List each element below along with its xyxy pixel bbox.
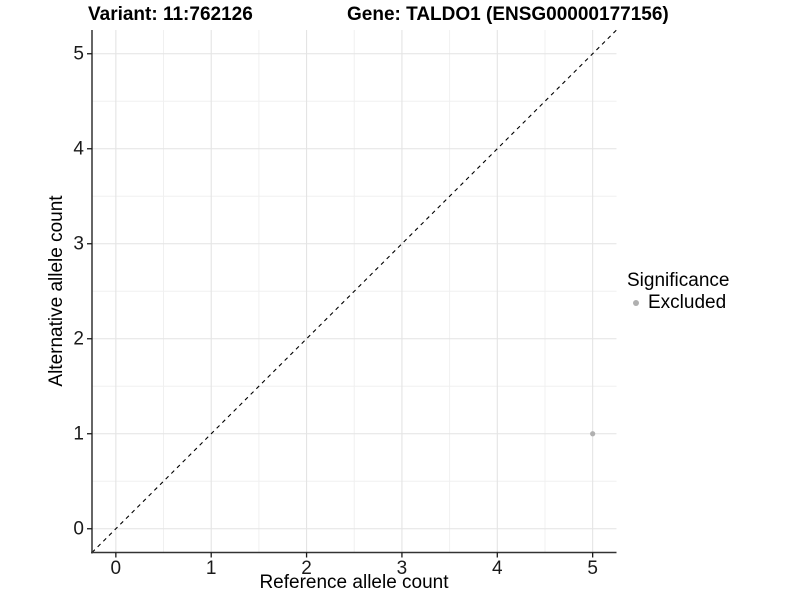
x-tick-label-0: 0 [110, 557, 122, 579]
y-tick-label-4: 4 [73, 138, 84, 160]
legend-key [627, 294, 644, 311]
legend-title: Significance [627, 270, 730, 291]
y-tick-label-0: 0 [73, 518, 84, 540]
data-point [590, 431, 596, 437]
x-tick-label-4: 4 [491, 557, 503, 579]
y-tick-label-5: 5 [73, 43, 84, 65]
excluded-point-icon [632, 299, 639, 306]
legend-item-excluded: Excluded [627, 292, 729, 313]
variant-title: Variant: 11:762126 [88, 4, 253, 25]
x-axis-title: Reference allele count [259, 572, 449, 593]
legend-item-label: Excluded [648, 292, 727, 313]
y-tick-label-3: 3 [73, 233, 84, 255]
y-tick-label-2: 2 [73, 328, 84, 350]
legend: Significance Excluded [627, 270, 729, 313]
x-tick-label-1: 1 [205, 557, 217, 579]
identity-line [91, 29, 617, 553]
y-axis-title: Alternative allele count [46, 195, 67, 387]
gene-title: Gene: TALDO1 (ENSG00000177156) [347, 4, 669, 25]
y-tick-label-1: 1 [73, 423, 84, 445]
x-tick-label-2: 2 [301, 557, 312, 579]
x-tick-label-5: 5 [587, 557, 598, 579]
x-tick-label-3: 3 [396, 557, 408, 579]
